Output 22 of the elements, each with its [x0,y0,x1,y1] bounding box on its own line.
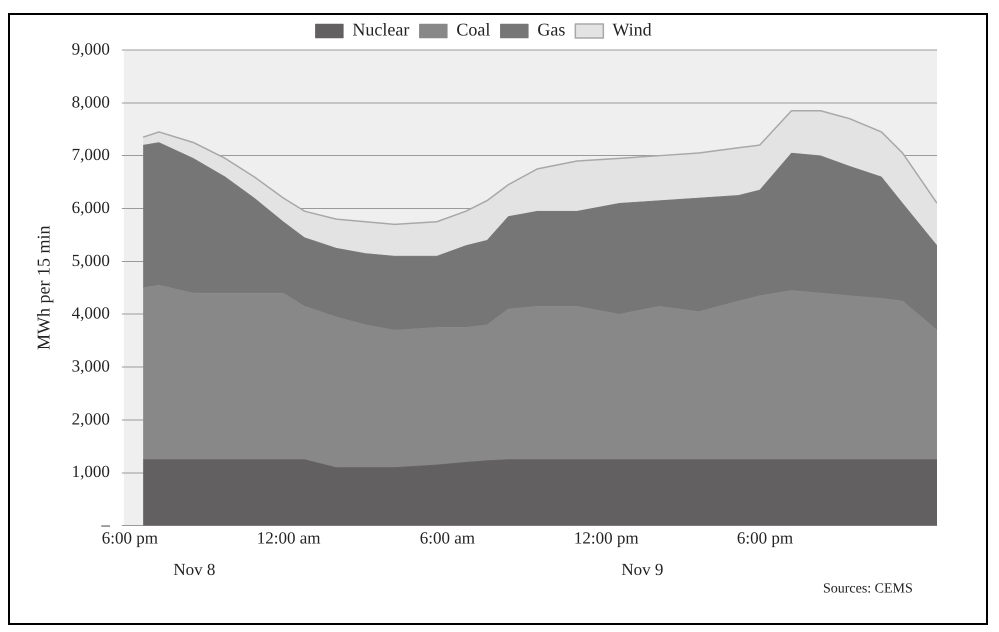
y-tick-label: 6,000 [72,198,110,217]
y-tick-label: 2,000 [72,409,110,428]
y-tick-label: 9,000 [72,39,110,58]
y-tick-label: 1,000 [72,462,110,482]
x-tick-label: 6:00 am [420,528,476,548]
y-tick-label: 4,000 [72,304,110,323]
legend-label: Nuclear [352,20,410,40]
y-tick-label: 8,000 [72,92,110,112]
y-tick-label: 5,000 [72,250,110,270]
x-tick-label: 6:00 pm [102,528,158,548]
legend-label: Coal [456,20,490,40]
y-tick-label: 3,000 [72,356,110,376]
x-tick-label: 12:00 am [256,528,321,548]
source-note: Sources: CEMS [822,581,913,596]
text: Nov 8 [173,560,216,580]
text: Nov 9 [621,560,664,580]
y-axis-title: MWh per 15 min [34,226,54,350]
x-tick-label: 6:00 pm [736,528,794,548]
legend-label: Gas [537,20,566,40]
y-tick-label: 7,000 [72,145,110,164]
x-tick-label: 12:00 pm [574,528,639,548]
legend-label: Wind [612,20,652,40]
